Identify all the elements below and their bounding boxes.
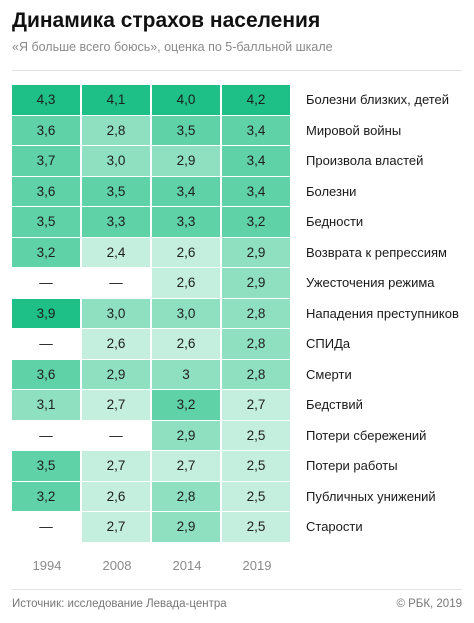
row-label: Публичных унижений (306, 488, 436, 504)
heatmap-cell: 3,1 (12, 390, 82, 420)
row-label: Болезни (306, 183, 357, 199)
heatmap-cell: 4,1 (82, 85, 152, 115)
heatmap-cell: 3,5 (12, 451, 82, 481)
heatmap-cell: 3,6 (12, 359, 82, 389)
row-label: Возврата к репрессиям (306, 244, 447, 260)
row-label: Старости (306, 519, 363, 535)
year-label: 2008 (102, 558, 132, 573)
heatmap-cell: 3,2 (152, 390, 222, 420)
row-label: Болезни близких, детей (306, 92, 450, 108)
chart-subtitle: «Я больше всего боюсь», оценка по 5-балл… (12, 40, 333, 54)
year-axis: 1994 2008 2014 2019 (12, 558, 292, 573)
heatmap-cell: 3,0 (82, 298, 152, 328)
heatmap-cell: 4,3 (12, 85, 82, 115)
heatmap-cell: — (12, 512, 82, 542)
heatmap-cell: 2,6 (152, 237, 222, 267)
heatmap-cell: 2,7 (82, 390, 152, 420)
heatmap-cell: 2,5 (222, 420, 292, 450)
top-divider (12, 70, 462, 71)
heatmap-cell: 2,7 (82, 512, 152, 542)
heatmap-cell: 3,6 (12, 115, 82, 145)
heatmap-cell: 2,6 (152, 329, 222, 359)
row-label: Произвола властей (306, 153, 424, 169)
heatmap-cell: 2,8 (222, 298, 292, 328)
heatmap-cell: 3,5 (82, 176, 152, 206)
heatmap-cell: 2,7 (222, 390, 292, 420)
heatmap-cell: 2,9 (222, 237, 292, 267)
heatmap-cell: 3,9 (12, 298, 82, 328)
row-label: Ужесточения режима (306, 275, 435, 291)
heatmap-cell: 2,8 (222, 329, 292, 359)
heatmap-cell: 3,4 (222, 176, 292, 206)
heatmap-cell: 2,9 (152, 512, 222, 542)
heatmap-cell: 2,5 (222, 481, 292, 511)
heatmap-cell: 2,9 (152, 146, 222, 176)
heatmap-cell: 3,4 (152, 176, 222, 206)
heatmap-cell: 3,0 (82, 146, 152, 176)
heatmap-cell: 2,9 (222, 268, 292, 298)
heatmap-cell: 3,4 (222, 115, 292, 145)
heatmap-cell: 3 (152, 359, 222, 389)
heatmap-cell: 4,2 (222, 85, 292, 115)
heatmap-cell: — (12, 268, 82, 298)
heatmap-cell: 3,5 (152, 115, 222, 145)
year-label: 2019 (242, 558, 272, 573)
row-label: Бедности (306, 214, 364, 230)
heatmap-cell: 3,4 (222, 146, 292, 176)
heatmap-cell: 2,9 (152, 420, 222, 450)
heatmap-cell: 2,6 (152, 268, 222, 298)
heatmap-cell: 3,2 (12, 237, 82, 267)
heatmap-cell: 2,7 (152, 451, 222, 481)
heatmap-table: 4,3 4,1 4,0 4,2 Болезни близких, детей 3,6 2,8… (12, 85, 462, 543)
heatmap-cell: 3,6 (12, 176, 82, 206)
heatmap-cell: 2,8 (82, 115, 152, 145)
heatmap-cell: 2,6 (82, 329, 152, 359)
heatmap-cell: 2,4 (82, 237, 152, 267)
heatmap-cell: 2,8 (222, 359, 292, 389)
heatmap-cell: 2,6 (82, 481, 152, 511)
row-label: Смерти (306, 366, 352, 382)
row-label: Бедствий (306, 397, 363, 413)
heatmap-cell: 3,5 (12, 207, 82, 237)
copyright-note: © РБК, 2019 (396, 598, 462, 610)
chart-title: Динамика страхов населения (12, 9, 321, 32)
heatmap-cell: 3,2 (12, 481, 82, 511)
heatmap-cell: 2,8 (152, 481, 222, 511)
heatmap-cell: 3,0 (152, 298, 222, 328)
heatmap-cell: — (82, 420, 152, 450)
heatmap-cell: 2,5 (222, 512, 292, 542)
row-label: Мировой войны (306, 122, 402, 138)
heatmap-cell: — (12, 329, 82, 359)
year-label: 1994 (32, 558, 62, 573)
heatmap-cell: 2,7 (82, 451, 152, 481)
row-label: Потери работы (306, 458, 398, 474)
source-note: Источник: исследование Левада-центра (12, 598, 227, 610)
heatmap-cell: 3,7 (12, 146, 82, 176)
heatmap-cell: — (82, 268, 152, 298)
bottom-divider (12, 589, 462, 590)
heatmap-cell: 2,9 (82, 359, 152, 389)
heatmap-cell: 3,3 (82, 207, 152, 237)
heatmap-cell: 3,2 (222, 207, 292, 237)
year-label: 2014 (172, 558, 202, 573)
row-label: Потери сбережений (306, 427, 427, 443)
row-label: СПИДа (306, 336, 351, 352)
heatmap-cell: 3,3 (152, 207, 222, 237)
heatmap-cell: 4,0 (152, 85, 222, 115)
heatmap-cell: 2,5 (222, 451, 292, 481)
row-label: Нападения преступников (306, 305, 459, 321)
heatmap-cell: — (12, 420, 82, 450)
